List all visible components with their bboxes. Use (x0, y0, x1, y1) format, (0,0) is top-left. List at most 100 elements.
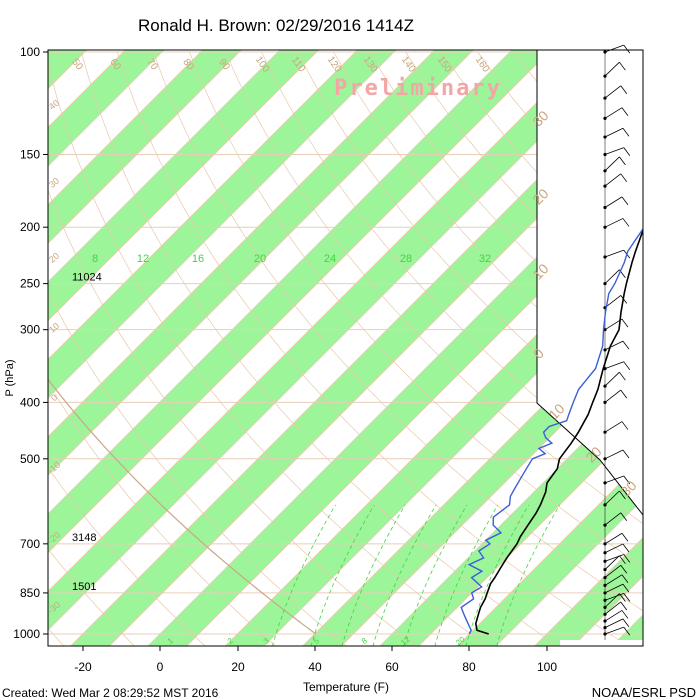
isotherm-line (650, 25, 700, 646)
wind-barb-feather (619, 156, 626, 166)
mixing-ratio-bottom-label: 3 (262, 636, 272, 646)
wind-barb (604, 610, 623, 622)
sounding-traces (460, 227, 643, 635)
y-axis-label: P (hPa) (4, 359, 16, 396)
dry-adiabat-line (48, 466, 206, 646)
wind-barb (604, 512, 622, 526)
dry-adiabat-line (48, 189, 418, 646)
wind-barb (604, 295, 622, 309)
wind-panel-mask (537, 50, 643, 646)
dry-adiabat-line (153, 51, 643, 612)
wind-barb (604, 173, 622, 187)
mixing-ratio-line (272, 504, 336, 646)
y-tick-label: 200 (20, 220, 40, 234)
wind-barb-feather (620, 173, 628, 183)
y-tick-label: 300 (20, 323, 40, 337)
wind-barb (604, 361, 624, 370)
y-tick-label: 150 (20, 147, 40, 161)
dry-adiabat-line (48, 291, 347, 646)
wind-barb-feather (621, 421, 629, 430)
isotherm-line (48, 50, 242, 244)
wind-barb-feather (621, 107, 629, 116)
wind-barb (604, 318, 623, 331)
mixing-ratio-line (465, 504, 530, 646)
dry-adiabat-line (189, 51, 643, 568)
mixing-ratio-line (372, 504, 437, 646)
wind-barb (604, 564, 622, 578)
isotherm-line (224, 227, 643, 646)
mixing-ratio-label: 28 (400, 253, 412, 265)
mixing-ratio-bottom-label: 8 (360, 636, 370, 646)
dry-adiabat-line (297, 51, 643, 440)
adiabat-label: 30 (47, 176, 61, 190)
wind-barb-feather (621, 318, 629, 328)
wind-barb (604, 196, 623, 208)
chart-title: Ronald H. Brown: 02/29/2016 1414Z (138, 16, 414, 35)
wind-barb (604, 490, 620, 506)
source-credit: NOAA/ESRL PSD (592, 685, 696, 700)
isotherm-line (48, 50, 474, 476)
wind-barb (604, 601, 622, 615)
wind-barb (604, 532, 623, 545)
y-tick-label: 400 (20, 395, 40, 409)
dry-adiabat-line (225, 51, 643, 525)
mixing-ratio-line (496, 504, 561, 646)
wind-barb (604, 156, 620, 172)
dry-adiabat-line (261, 51, 643, 482)
wind-barb-feather (623, 44, 631, 54)
mixing-ratio-line (434, 504, 499, 646)
x-tick-label: -20 (74, 660, 92, 674)
mixing-ratio-lines (272, 504, 561, 646)
x-axis-label: Temperature (F) (303, 680, 389, 694)
dry-adiabat-line (81, 51, 559, 646)
isotherm-line (48, 50, 204, 206)
x-tick-label: 40 (308, 660, 322, 674)
dry-adiabat-line (333, 51, 643, 398)
wind-barb-feather (621, 533, 629, 542)
wind-barb-feather (622, 583, 630, 593)
wind-barb-feather (620, 85, 628, 95)
wind-barb-feather (623, 626, 631, 636)
wind-barb (604, 475, 624, 484)
y-tick-label: 500 (20, 452, 40, 466)
wind-barb (604, 574, 623, 586)
x-tick-label: 0 (157, 660, 164, 674)
wind-barb-feather (621, 610, 629, 619)
wind-barb (604, 593, 624, 601)
dry-adiabat-line (48, 382, 277, 646)
wind-barb-feather (622, 543, 630, 553)
wind-barb (604, 340, 624, 351)
temperature-trace (474, 227, 643, 635)
plot-frame (47, 49, 644, 647)
wind-barb (604, 44, 624, 53)
isotherm-line (340, 343, 643, 646)
isotherm-line (418, 421, 643, 646)
wind-panel-border (536, 50, 644, 516)
wind-barb (604, 583, 624, 594)
wind-barb-feather (619, 490, 626, 500)
wind-barb (604, 555, 620, 570)
wind-barb-feather (621, 196, 629, 206)
wind-barb (604, 107, 623, 119)
height-label: 11024 (72, 272, 102, 284)
dry-adiabat-line (658, 52, 700, 646)
wind-barb (604, 249, 624, 258)
x-tick-label: 80 (462, 660, 476, 674)
wind-barb-feather (623, 147, 631, 156)
wind-barb (604, 61, 620, 77)
y-tick-label: 850 (20, 586, 40, 600)
adiabat-label: 10 (47, 321, 61, 335)
wind-barb (604, 147, 624, 155)
wind-barb-feather (623, 593, 631, 602)
wind-barb-feather (623, 554, 631, 563)
wind-barb-feather (622, 340, 630, 350)
wind-barb (604, 389, 622, 403)
mixing-ratio-label: 8 (92, 253, 98, 265)
wind-barb-feather (620, 389, 628, 399)
wind-barb-feather (619, 61, 626, 71)
x-tick-label: 20 (231, 660, 245, 674)
x-tick-label: 60 (385, 660, 399, 674)
created-timestamp: Created: Wed Mar 2 08:29:52 MST 2016 (2, 686, 219, 700)
axes: -20 0 20 40 60 80 1001001502002503004005007008… (13, 45, 557, 674)
